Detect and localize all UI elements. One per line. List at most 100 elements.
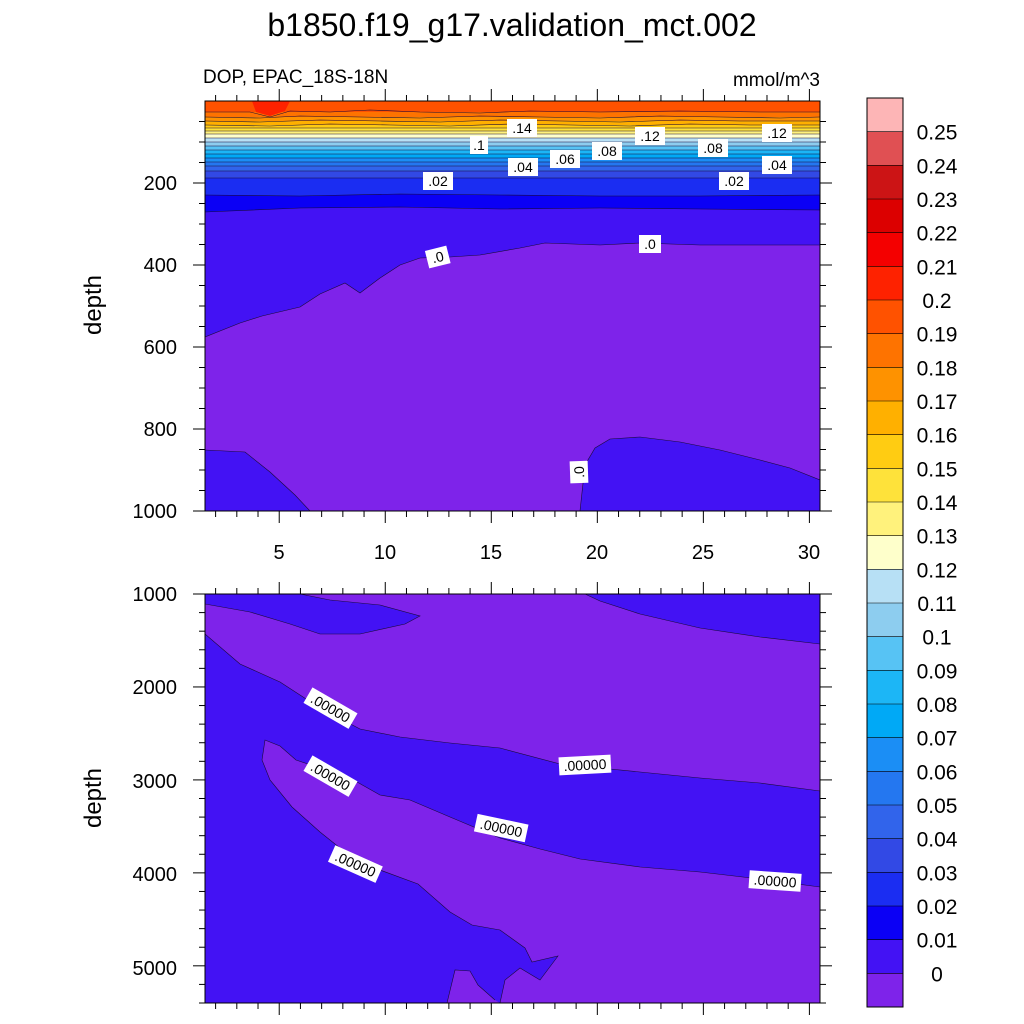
colorbar-label: 0.05 <box>917 795 958 818</box>
colorbar-swatch <box>867 333 903 368</box>
contour-line <box>205 109 820 118</box>
colorbar-swatch <box>867 502 903 537</box>
colorbar-label: 0.01 <box>917 930 958 953</box>
colorbar-label: 0.23 <box>917 189 958 212</box>
contour-label-text: .1 <box>473 137 485 153</box>
contour-label-text: .0 <box>430 248 445 266</box>
colorbar-swatch <box>867 838 903 873</box>
contour-line <box>205 193 820 197</box>
contour-label-text: .06 <box>555 151 575 167</box>
fill-level-0.10 <box>205 142 820 147</box>
fill-level-0.02-edge <box>205 194 820 212</box>
panel-units-label: mmol/m^3 <box>733 70 820 91</box>
lower-contour-lines <box>205 594 820 1003</box>
upper-panel: DOP, EPAC_18S-18N mmol/m^3 <box>80 67 832 564</box>
fill-level-0.02 <box>205 178 820 196</box>
colorbar-frame <box>866 97 904 1008</box>
contour-label: .04 <box>762 156 792 174</box>
contour-label: .08 <box>698 139 728 157</box>
panel-left-subtitle: DOP, EPAC_18S-18N <box>203 67 388 88</box>
contour-label-text: .12 <box>767 125 787 141</box>
contour-label-text: .0 <box>644 236 656 252</box>
colorbar-label: 0.21 <box>917 256 958 279</box>
colorbar-label: 0.1 <box>922 627 951 650</box>
y-tick-label: 400 <box>144 255 177 277</box>
colorbar-label: 0.04 <box>917 829 958 852</box>
contour-label: .08 <box>592 142 622 160</box>
contour-label: .00000 <box>558 754 612 776</box>
contour-label: .12 <box>762 124 792 142</box>
fill-level-0.01 <box>205 634 820 1003</box>
colorbar-swatch <box>867 199 903 234</box>
colorbar-label: 0.13 <box>917 526 958 549</box>
colorbar-swatch <box>867 805 903 840</box>
colorbar-label: 0.16 <box>917 425 958 448</box>
contour-label-text: .14 <box>512 120 532 136</box>
contour-line <box>579 436 820 511</box>
colorbar-swatch <box>867 670 903 705</box>
colorbar-label: 0.07 <box>917 728 958 751</box>
colorbar-swatch <box>867 535 903 570</box>
x-tick-label: 10 <box>374 542 396 564</box>
fill-level-0.01 <box>585 594 820 644</box>
contour-label-text: .08 <box>703 140 723 156</box>
colorbar-label: 0 <box>931 963 943 986</box>
contour-label: .00000 <box>748 870 802 892</box>
colorbar-swatch <box>867 232 903 267</box>
contour-label-text: .12 <box>640 128 660 144</box>
contour-line <box>205 115 820 119</box>
contour-label-text: .08 <box>597 143 617 159</box>
colorbar-swatch <box>867 300 903 335</box>
colorbar-label: 0.18 <box>917 357 958 380</box>
contour-label: .06 <box>550 150 580 168</box>
colorbar-label: 0.06 <box>917 761 958 784</box>
upper-ticks <box>193 89 832 523</box>
colorbar-swatch <box>867 973 903 1008</box>
colorbar-swatch <box>867 468 903 503</box>
x-tick-label: 30 <box>798 542 820 564</box>
fill-level-0.01 <box>205 594 420 634</box>
colorbar-label: 0.11 <box>917 593 956 616</box>
colorbar-swatch <box>867 266 903 301</box>
colorbar-label: 0.14 <box>917 492 958 515</box>
y-tick-label: 800 <box>144 419 177 441</box>
contour-label-text: .0 <box>571 466 587 478</box>
colorbar-label: 0.03 <box>917 862 958 885</box>
colorbar-swatch <box>867 98 903 133</box>
fill-level-0.07 <box>205 154 820 159</box>
lower-ticks <box>193 582 832 1015</box>
contour-line <box>205 119 820 123</box>
y-tick-label: 200 <box>144 173 177 195</box>
upper-contour-labels: .14 .12 .12 .1 .08 .08 .06 .04 .04 .02 .… <box>423 119 792 484</box>
lower-contour-fill <box>205 594 820 1003</box>
contour-line <box>584 594 820 645</box>
contour-line <box>446 969 496 1003</box>
y-tick-label: 1000 <box>133 501 178 523</box>
colorbar-swatch <box>867 771 903 806</box>
contour-line <box>205 449 311 511</box>
colorbar-swatch <box>867 603 903 638</box>
contour-label-text: .02 <box>724 173 744 189</box>
colorbar-swatch <box>867 939 903 974</box>
contour-label: .02 <box>719 172 749 190</box>
contour-label: .0 <box>569 460 589 484</box>
contour-label: .02 <box>423 172 453 190</box>
y-tick-label: 1000 <box>133 584 178 606</box>
colorbar-swatch <box>867 636 903 671</box>
y-tick-label: 2000 <box>133 677 178 699</box>
contour-label: .14 <box>507 119 537 137</box>
colorbar-label: 0.08 <box>917 694 958 717</box>
x-tick-label: 15 <box>480 542 502 564</box>
y-tick-label: 5000 <box>133 958 178 980</box>
fill-level-0.09 <box>205 146 820 151</box>
colorbar-swatch <box>867 131 903 166</box>
contour-label-text: .00000 <box>753 872 797 891</box>
fill-level-0 <box>205 243 820 511</box>
colorbar-swatch <box>867 367 903 402</box>
colorbar: 0.25 0.24 0.23 0.22 0.21 0.2 0.19 0.18 0.17 0.16 0… <box>866 97 958 1008</box>
contour-line <box>261 739 820 1003</box>
contour-line <box>205 206 820 213</box>
chart-title: b1850.f19_g17.validation_mct.002 <box>267 7 756 43</box>
colorbar-label: 0.02 <box>917 896 958 919</box>
